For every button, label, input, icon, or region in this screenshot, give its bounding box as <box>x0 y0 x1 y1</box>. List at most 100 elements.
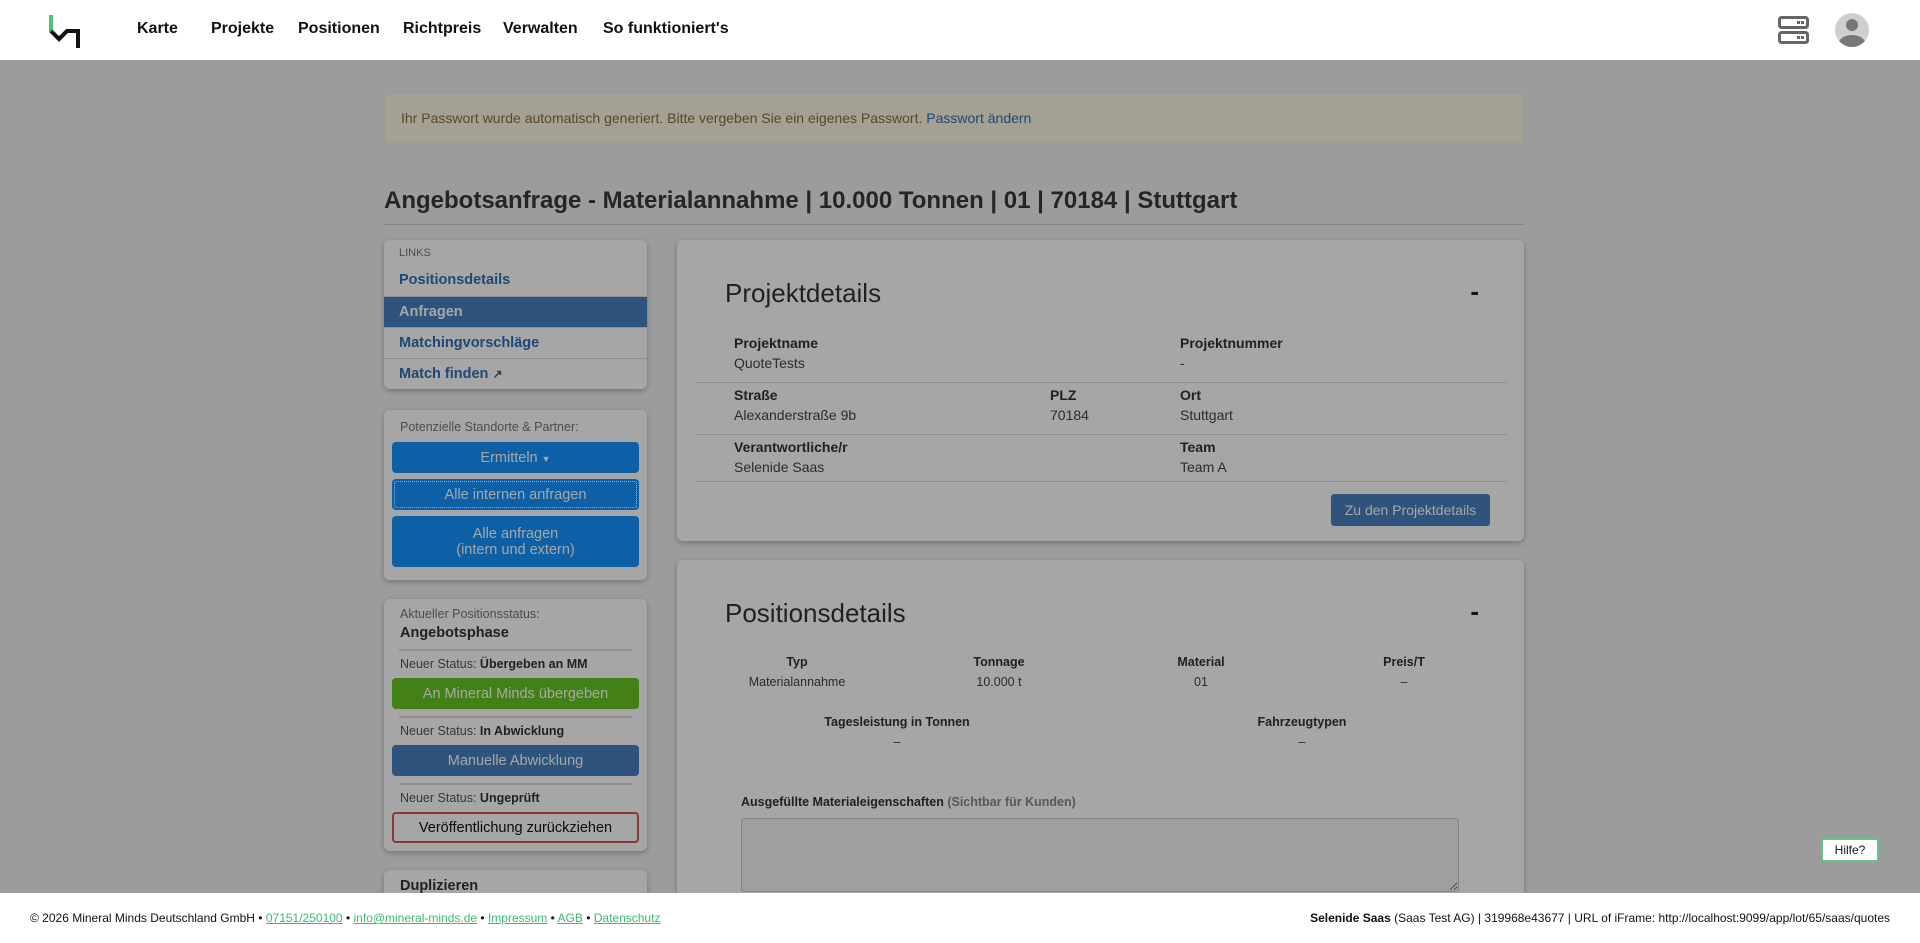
caret-down-icon: ▼ <box>541 453 551 464</box>
material-label: Material <box>1177 655 1225 669</box>
alle-anfragen-line2: (intern und extern) <box>456 541 575 558</box>
collapse-toggle[interactable]: - <box>1470 276 1479 306</box>
preis-label: Preis/T <box>1383 655 1425 669</box>
nav-karte[interactable]: Karte <box>137 20 178 37</box>
partners-label: Potenzielle Standorte & Partner: <box>400 420 579 434</box>
typ-value: Materialannahme <box>748 675 846 689</box>
link-anfragen[interactable]: Anfragen <box>384 296 647 327</box>
ort-label: Ort <box>1180 387 1201 403</box>
partners-card: Potenzielle Standorte & Partner: Ermitte… <box>384 410 647 580</box>
footer: © 2026 Mineral Minds Deutschland GmbH • … <box>0 893 1920 943</box>
ort-value: Stuttgart <box>1180 407 1233 423</box>
preis-value: – <box>1400 675 1408 689</box>
status-card: Aktueller Positionsstatus: Angebotsphase… <box>384 599 647 851</box>
link-positionsdetails[interactable]: Positionsdetails <box>399 272 511 288</box>
sep: • <box>586 911 591 925</box>
ermitteln-dropdown-button[interactable]: Ermitteln ▼ <box>392 442 639 473</box>
status-label: Aktueller Positionsstatus: <box>400 607 540 621</box>
fahrzeugtypen-value: – <box>1298 735 1306 749</box>
tonnage-value: 10.000 t <box>976 675 1022 689</box>
positionsdetails-title: Positionsdetails <box>725 598 906 628</box>
match-finden-label: Match finden <box>399 366 489 382</box>
modal-backdrop[interactable] <box>0 60 1920 893</box>
an-mineral-minds-uebergeben-button[interactable]: An Mineral Minds übergeben <box>392 678 639 709</box>
nav-projekte[interactable]: Projekte <box>211 20 275 37</box>
footer-left: © 2026 Mineral Minds Deutschland GmbH • … <box>30 911 660 925</box>
current-status: Angebotsphase <box>400 625 509 641</box>
help-bubble[interactable]: Hilfe? <box>1821 838 1879 862</box>
phone-link[interactable]: 07151/250100 <box>265 911 343 925</box>
page-title: Angebotsanfrage - Materialannahme | 10.0… <box>384 187 1238 214</box>
sep: • <box>550 911 555 925</box>
team-label: Team <box>1180 439 1216 455</box>
datenschutz-link[interactable]: Datenschutz <box>593 911 661 925</box>
link-match-finden[interactable]: Match finden ↗ <box>384 358 647 389</box>
divider <box>696 382 1507 383</box>
verantwortlich-value: Selenide Saas <box>734 459 825 475</box>
page-content: Ihr Passwort wurde automatisch generiert… <box>0 60 1920 930</box>
email-link[interactable]: info@mineral-minds.de <box>353 911 478 925</box>
top-navbar: Karte Projekte Positionen Richtpreis Ver… <box>0 0 1920 60</box>
change-password-link[interactable]: Passwort ändern <box>926 110 1032 126</box>
alert-text: Ihr Passwort wurde automatisch generiert… <box>401 110 923 126</box>
server-icon[interactable] <box>1778 16 1809 44</box>
plz-value: 70184 <box>1050 407 1089 423</box>
duplicate-title: Duplizieren <box>400 878 479 894</box>
positionsdetails-card: Positionsdetails - Typ Materialannahme T… <box>677 560 1524 920</box>
material-value: 01 <box>1194 675 1208 689</box>
new-status-value: Übergeben an MM <box>479 657 588 671</box>
avatar-icon[interactable] <box>1834 12 1870 48</box>
links-card: LINKS Positionsdetails Anfragen Matching… <box>384 240 647 389</box>
projektdetails-title: Projektdetails <box>725 278 882 308</box>
ermitteln-label: Ermitteln <box>480 449 538 466</box>
projektdetails-card: Projektdetails - Projektname QuoteTests … <box>677 240 1524 541</box>
props-label: Ausgefüllte Materialeigenschaften <box>741 795 944 809</box>
footer-user: Selenide Saas <box>1310 911 1391 925</box>
zu-den-projektdetails-button[interactable]: Zu den Projektdetails <box>1331 494 1490 526</box>
divider <box>399 783 632 785</box>
divider <box>399 649 632 651</box>
alle-anfragen-line1: Alle anfragen <box>472 525 559 542</box>
materialeigenschaften-label: Ausgefüllte Materialeigenschaften (Sicht… <box>741 795 1076 809</box>
link-matchingvorschlaege[interactable]: Matchingvorschläge <box>384 327 647 358</box>
footer-right: Selenide Saas (Saas Test AG) | 319968e43… <box>1310 911 1890 925</box>
projektname-value: QuoteTests <box>734 355 805 371</box>
divider <box>399 716 632 718</box>
agb-link[interactable]: AGB <box>557 911 583 925</box>
footer-info: (Saas Test AG) | 319968e43677 | URL of i… <box>1394 911 1890 925</box>
nav-so-funktionierts[interactable]: So funktioniert's <box>603 20 729 37</box>
alle-anfragen-button[interactable]: Alle anfragen (intern und extern) <box>392 516 639 567</box>
new-status-prefix: Neuer Status: <box>400 657 477 671</box>
external-link-icon: ↗ <box>492 367 503 381</box>
nav-richtpreis[interactable]: Richtpreis <box>403 20 482 37</box>
fahrzeugtypen-label: Fahrzeugtypen <box>1257 715 1347 729</box>
manuelle-abwicklung-button[interactable]: Manuelle Abwicklung <box>392 745 639 776</box>
new-status-1: Neuer Status: Übergeben an MM <box>400 657 588 671</box>
strasse-label: Straße <box>734 387 778 403</box>
tagesleistung-value: – <box>893 735 901 749</box>
nav-verwalten[interactable]: Verwalten <box>503 20 578 37</box>
new-status-value: Ungeprüft <box>479 791 540 805</box>
new-status-prefix: Neuer Status: <box>400 791 477 805</box>
sep: • <box>345 911 351 925</box>
links-heading: LINKS <box>399 247 431 259</box>
divider <box>696 481 1507 482</box>
new-status-3: Neuer Status: Ungeprüft <box>400 791 540 805</box>
props-hint: (Sichtbar für Kunden) <box>947 795 1076 809</box>
nav-positionen[interactable]: Positionen <box>298 20 380 37</box>
new-status-prefix: Neuer Status: <box>400 724 477 738</box>
password-alert: Ihr Passwort wurde automatisch generiert… <box>384 93 1524 144</box>
projektname-label: Projektname <box>734 335 819 351</box>
sep: • <box>480 911 485 925</box>
strasse-value: Alexanderstraße 9b <box>734 407 857 423</box>
sep: • <box>258 911 263 925</box>
new-status-value: In Abwicklung <box>479 724 565 738</box>
impressum-link[interactable]: Impressum <box>487 911 548 925</box>
materialeigenschaften-textarea[interactable] <box>741 818 1459 892</box>
projektnummer-label: Projektnummer <box>1180 335 1283 351</box>
alle-internen-anfragen-button[interactable]: Alle internen anfragen <box>392 479 639 510</box>
veroeffentlichung-zurueckziehen-button[interactable]: Veröffentlichung zurückziehen <box>392 812 639 843</box>
collapse-toggle[interactable]: - <box>1470 596 1479 626</box>
logo-icon[interactable] <box>48 13 84 49</box>
projektnummer-value: - <box>1180 355 1185 371</box>
